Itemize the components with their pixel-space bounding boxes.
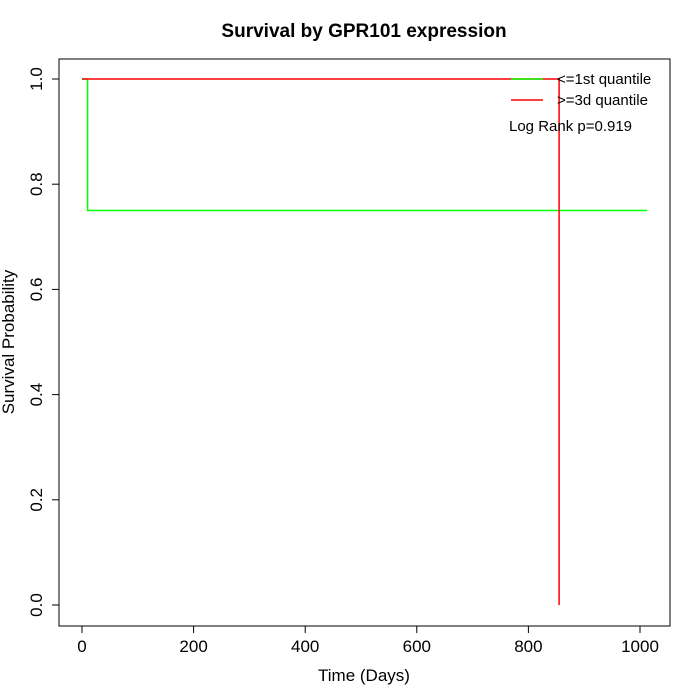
y-tick-label: 0.4 <box>27 383 46 407</box>
x-tick-label: 0 <box>77 637 86 656</box>
x-tick-label: 400 <box>291 637 319 656</box>
series-layer <box>82 78 648 605</box>
x-tick-label: 600 <box>403 637 431 656</box>
x-tick-label: 1000 <box>621 637 659 656</box>
y-axis: 0.0 0.2 0.4 0.6 0.8 1.0 <box>27 67 60 617</box>
x-tick-label: 800 <box>514 637 542 656</box>
log-rank-annotation: Log Rank p=0.919 <box>509 118 632 135</box>
y-tick-label: 0.2 <box>27 488 46 512</box>
legend: <=1st quantile >=3d quantile <box>511 71 651 109</box>
x-axis: 0 200 400 600 800 1000 <box>77 625 659 656</box>
y-tick-label: 1.0 <box>27 67 46 91</box>
y-tick-label: 0.0 <box>27 593 46 617</box>
x-tick-label: 200 <box>179 637 207 656</box>
y-tick-label: 0.8 <box>27 172 46 196</box>
legend-label: >=3d quantile <box>557 92 648 109</box>
chart-title: Survival by GPR101 expression <box>221 21 506 42</box>
series-line-2 <box>82 78 560 605</box>
legend-label: <=1st quantile <box>557 71 651 88</box>
y-axis-label: Survival Probability <box>0 269 18 414</box>
x-axis-label: Time (Days) <box>318 666 410 685</box>
y-tick-label: 0.6 <box>27 278 46 302</box>
plot-frame <box>58 58 671 627</box>
